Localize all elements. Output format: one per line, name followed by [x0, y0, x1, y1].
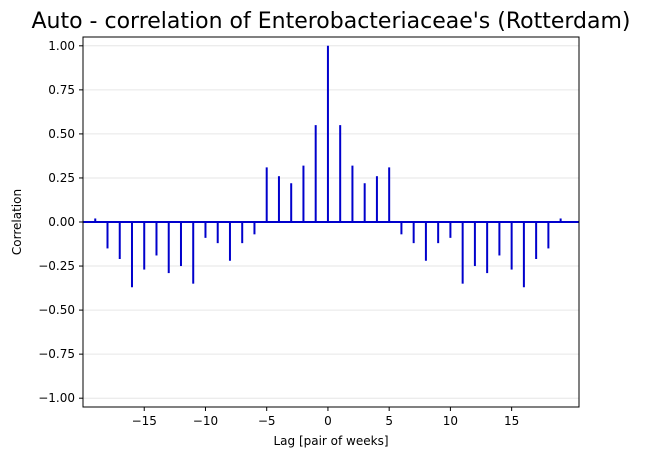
x-tick-label: 0 [324, 414, 332, 428]
y-axis-label: Correlation [10, 189, 24, 255]
y-tick-label: −0.75 [38, 347, 75, 361]
x-tick-label: 5 [385, 414, 393, 428]
y-tick-label: 0.00 [48, 215, 75, 229]
y-tick-label: 0.50 [48, 127, 75, 141]
chart-title: Auto - correlation of Enterobacteriaceae… [31, 9, 630, 34]
x-tick-label: −15 [132, 414, 157, 428]
y-tick-label: 1.00 [48, 39, 75, 53]
y-tick-label: −0.50 [38, 303, 75, 317]
y-tick-label: 0.25 [48, 171, 75, 185]
bars [94, 45, 562, 288]
x-tick-label: −5 [258, 414, 276, 428]
y-tick-label: −1.00 [38, 391, 75, 405]
y-axis-ticks: 1.00 0.75 0.50 0.25 0.00 −0.25 −0.50 −0.75 −1.00 [38, 39, 83, 405]
x-tick-label: −10 [193, 414, 218, 428]
x-axis-ticks: −15 −10 −5 0 5 10 15 [132, 407, 519, 428]
x-tick-label: 15 [504, 414, 519, 428]
x-axis-label: Lag [pair of weeks] [273, 434, 388, 448]
y-tick-label: 0.75 [48, 83, 75, 97]
y-tick-label: −0.25 [38, 259, 75, 273]
x-tick-label: 10 [443, 414, 458, 428]
